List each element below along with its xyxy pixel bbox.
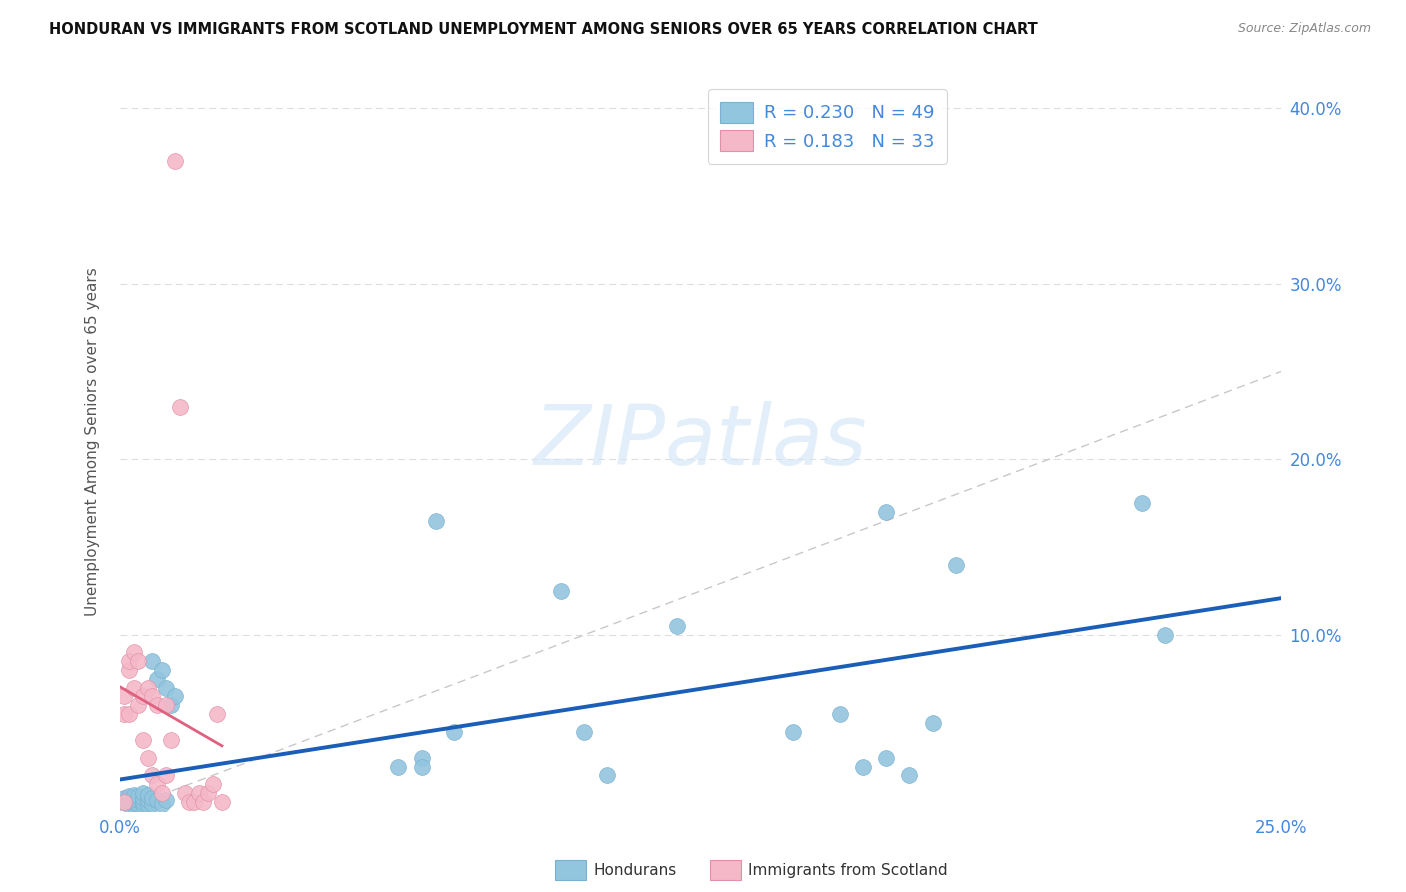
Point [127, 654, 149, 668]
Point [782, 724, 804, 739]
Point [828, 706, 851, 721]
Point [183, 795, 205, 809]
Point [160, 733, 183, 747]
Legend: R = 0.230   N = 49, R = 0.183   N = 33: R = 0.230 N = 49, R = 0.183 N = 33 [707, 89, 946, 163]
Point [187, 786, 209, 800]
Text: Immigrants from Scotland: Immigrants from Scotland [748, 863, 948, 878]
Point [127, 698, 149, 713]
Text: HONDURAN VS IMMIGRANTS FROM SCOTLAND UNEMPLOYMENT AMONG SENIORS OVER 65 YEARS CO: HONDURAN VS IMMIGRANTS FROM SCOTLAND UNE… [49, 22, 1038, 37]
Point [146, 793, 169, 807]
Point [127, 789, 149, 804]
Point [387, 759, 409, 773]
Point [173, 786, 195, 800]
Point [118, 706, 141, 721]
Text: Hondurans: Hondurans [593, 863, 676, 878]
Point [112, 795, 135, 809]
Point [122, 798, 145, 813]
Point [945, 558, 967, 572]
Point [898, 768, 921, 782]
Point [136, 793, 159, 807]
Point [574, 724, 596, 739]
Point [146, 698, 169, 713]
Point [155, 681, 177, 695]
Point [136, 681, 159, 695]
Point [141, 690, 163, 704]
Point [150, 797, 173, 811]
Point [201, 777, 224, 791]
Point [141, 797, 163, 811]
Point [122, 681, 145, 695]
Point [118, 654, 141, 668]
Point [1130, 496, 1153, 510]
Point [112, 795, 135, 809]
Point [146, 777, 169, 791]
Point [122, 791, 145, 805]
Point [155, 793, 177, 807]
Point [141, 791, 163, 805]
Point [132, 690, 155, 704]
Y-axis label: Unemployment Among Seniors over 65 years: Unemployment Among Seniors over 65 years [86, 268, 100, 616]
Point [875, 751, 897, 765]
Point [141, 768, 163, 782]
Point [921, 715, 943, 730]
Point [122, 645, 145, 659]
Point [127, 793, 149, 807]
Point [160, 698, 183, 713]
Point [193, 795, 215, 809]
Point [118, 663, 141, 677]
Point [112, 706, 135, 721]
Point [112, 690, 135, 704]
Point [425, 514, 447, 528]
Point [122, 795, 145, 809]
Point [112, 791, 135, 805]
Point [118, 798, 141, 813]
Text: ZIPatlas: ZIPatlas [533, 401, 868, 483]
Point [132, 786, 155, 800]
Point [411, 751, 433, 765]
Point [165, 690, 187, 704]
Point [596, 768, 619, 782]
Point [150, 786, 173, 800]
Point [443, 724, 465, 739]
Point [155, 698, 177, 713]
Point [197, 786, 219, 800]
Point [136, 751, 159, 765]
Point [875, 505, 897, 519]
Point [211, 795, 233, 809]
Point [132, 791, 155, 805]
Point [118, 789, 141, 804]
Point [852, 759, 875, 773]
Point [207, 706, 229, 721]
Point [118, 793, 141, 807]
Point [666, 619, 689, 633]
Point [122, 788, 145, 802]
Point [127, 797, 149, 811]
Point [141, 654, 163, 668]
Point [146, 672, 169, 686]
Point [179, 795, 201, 809]
Point [1153, 628, 1175, 642]
Point [411, 759, 433, 773]
Point [136, 798, 159, 813]
Point [132, 733, 155, 747]
Text: Source: ZipAtlas.com: Source: ZipAtlas.com [1237, 22, 1371, 36]
Point [169, 400, 191, 414]
Point [136, 788, 159, 802]
Point [550, 584, 572, 599]
Point [165, 153, 187, 168]
Point [132, 798, 155, 813]
Point [150, 663, 173, 677]
Point [132, 795, 155, 809]
Point [155, 768, 177, 782]
